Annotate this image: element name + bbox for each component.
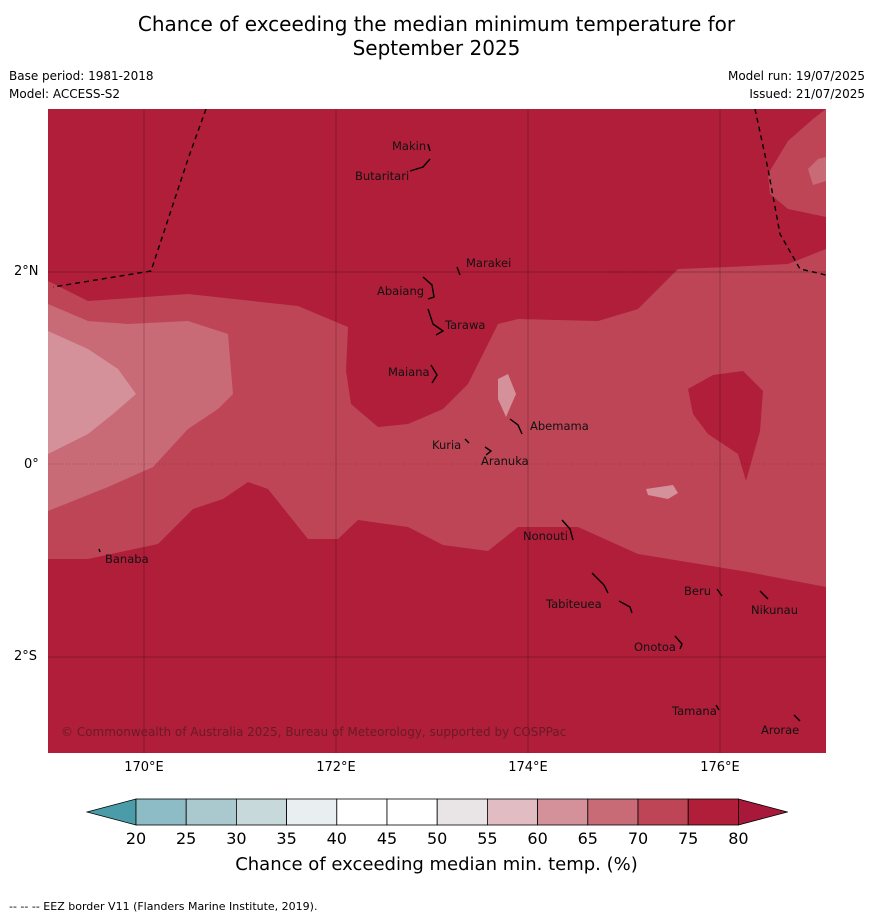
- label-tarawa: Tarawa: [444, 318, 485, 332]
- colorbar-segment: [537, 798, 589, 826]
- issued-date: Issued: 21/07/2025: [749, 87, 865, 101]
- colorbar-tick-label: 20: [125, 829, 147, 848]
- lon-label-170e: 170°E: [124, 760, 164, 775]
- label-banaba: Banaba: [105, 552, 149, 566]
- eez-footnote: -- -- -- EEZ border V11 (Flanders Marine…: [9, 900, 318, 913]
- colorbar-title: Chance of exceeding median min. temp. (%…: [235, 854, 638, 875]
- colorbar-tick-label: 70: [627, 829, 649, 848]
- zone-65-small-b: [646, 485, 678, 499]
- colorbar-tick-label: 25: [176, 829, 197, 848]
- colorbar-tick-label: 80: [728, 829, 749, 848]
- colorbar-segments: [86, 798, 788, 826]
- label-nikunau: Nikunau: [751, 603, 798, 617]
- label-nonouti: Nonouti: [523, 529, 568, 543]
- lon-label-172e: 172°E: [316, 760, 356, 775]
- lat-label-0: 0°: [24, 457, 39, 472]
- probability-map: Makin Butaritari Marakei Abaiang Tarawa …: [48, 109, 826, 753]
- zone-75: [48, 249, 826, 587]
- colorbar-segment: [185, 798, 237, 826]
- colorbar-segment: [286, 798, 338, 826]
- zone-80-pocket: [688, 371, 763, 481]
- label-maiana: Maiana: [388, 365, 430, 379]
- colorbar-tick-label: 50: [427, 829, 448, 848]
- place-labels: Makin Butaritari Marakei Abaiang Tarawa …: [105, 139, 799, 737]
- base-period: Base period: 1981-2018: [9, 69, 154, 83]
- label-beru: Beru: [684, 584, 711, 598]
- colorbar-segment: [436, 798, 488, 826]
- colorbar-extend-high: [738, 798, 788, 826]
- label-abemama: Abemama: [530, 419, 589, 433]
- map-title: Chance of exceeding the median minimum t…: [0, 12, 873, 60]
- colorbar: [86, 798, 788, 826]
- colorbar-segment: [336, 798, 388, 826]
- label-abaiang: Abaiang: [377, 284, 424, 298]
- colorbar-segment: [486, 798, 538, 826]
- colorbar-tick-label: 60: [527, 829, 548, 848]
- meta-right: Model run: 19/07/2025 Issued: 21/07/2025: [728, 67, 865, 103]
- label-tabiteuea: Tabiteuea: [545, 597, 602, 611]
- islands: [98, 143, 801, 722]
- zone-65-small-a: [498, 374, 516, 417]
- title-line-1: Chance of exceeding the median minimum t…: [137, 12, 736, 36]
- model-name: Model: ACCESS-S2: [9, 87, 121, 101]
- copyright-notice: © Commonwealth of Australia 2025, Bureau…: [61, 725, 566, 739]
- label-kuria: Kuria: [432, 438, 461, 452]
- colorbar-tick-label: 45: [376, 829, 398, 848]
- colorbar-extend-low: [86, 798, 137, 826]
- colorbar-segment: [687, 798, 739, 826]
- graticule: [48, 109, 826, 753]
- colorbar-segment: [235, 798, 287, 826]
- lon-label-174e: 174°E: [508, 760, 548, 775]
- label-aranuka: Aranuka: [481, 454, 529, 468]
- label-arorae: Arorae: [761, 723, 799, 737]
- zone-70-ne: [808, 157, 826, 185]
- label-makin: Makin: [392, 139, 426, 153]
- lat-label-2s: 2°S: [14, 649, 38, 664]
- colorbar-tick-label: 30: [226, 829, 247, 848]
- lon-label-176e: 176°E: [700, 760, 740, 775]
- label-onotoa: Onotoa: [634, 640, 676, 654]
- colorbar-segment: [386, 798, 438, 826]
- zone-65: [48, 331, 136, 454]
- colorbar-segment: [587, 798, 639, 826]
- colorbar-tick-label: 75: [678, 829, 699, 848]
- colorbar-segment: [135, 798, 187, 826]
- zone-75-ne: [768, 109, 826, 217]
- colorbar-tick-label: 40: [326, 829, 347, 848]
- title-line-2: September 2025: [352, 36, 521, 60]
- meta-left: Base period: 1981-2018 Model: ACCESS-S2: [9, 67, 154, 103]
- lat-label-2n: 2°N: [14, 264, 39, 279]
- colorbar-tick-label: 35: [276, 829, 297, 848]
- label-tamana: Tamana: [671, 704, 717, 718]
- colorbar-tick-label: 65: [577, 829, 598, 848]
- colorbar-tick-label: 55: [477, 829, 498, 848]
- colorbar-segment: [637, 798, 689, 826]
- label-marakei: Marakei: [466, 256, 511, 270]
- eez-border: [52, 109, 826, 288]
- model-run-date: Model run: 19/07/2025: [727, 69, 865, 83]
- label-butaritari: Butaritari: [355, 169, 409, 183]
